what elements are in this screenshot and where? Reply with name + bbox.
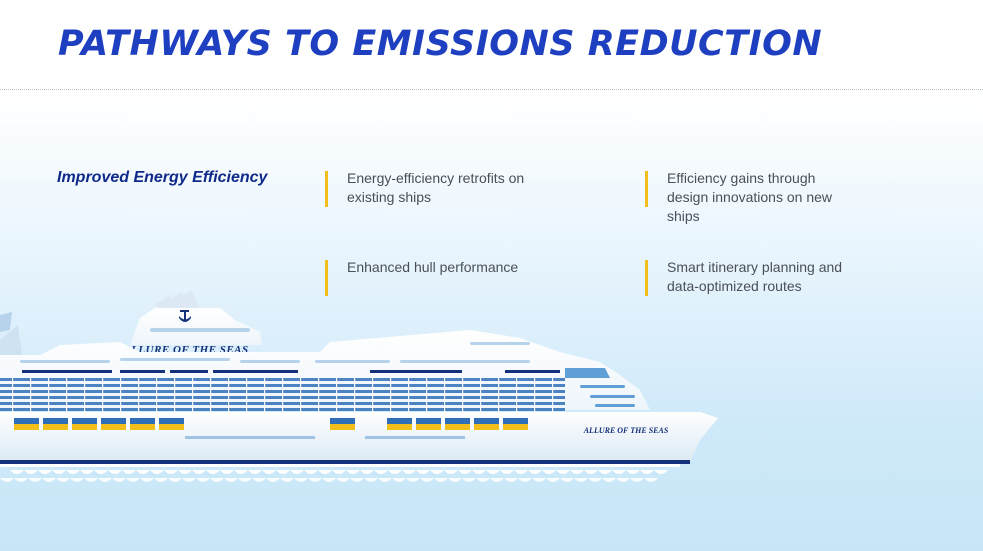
ship-name-hull: ALLURE OF THE SEAS: [583, 426, 669, 435]
pathway-item-text: Energy-efficiency retrofits on existing …: [347, 170, 525, 205]
crown-anchor-logo-icon: [179, 310, 191, 322]
pathway-item-text: Enhanced hull performance: [347, 259, 519, 275]
accent-bar: [645, 260, 648, 296]
dotted-divider: [0, 89, 983, 90]
pathway-item-text: Smart itinerary planning and data-optimi…: [667, 259, 843, 294]
lifeboats: [14, 418, 528, 430]
accent-bar: [325, 171, 328, 207]
accent-bar: [325, 260, 328, 296]
section-label: Improved Energy Efficiency: [57, 169, 268, 186]
page-title: PATHWAYS TO EMISSIONS REDUCTION: [58, 24, 823, 64]
funnel: [155, 290, 200, 312]
cruise-ship-illustration: ALLURE OF THE SEAS: [0, 290, 718, 482]
pathway-item-text: Efficiency gains through design innovati…: [667, 170, 833, 224]
accent-bar: [645, 171, 648, 207]
water-waves: [0, 470, 672, 482]
